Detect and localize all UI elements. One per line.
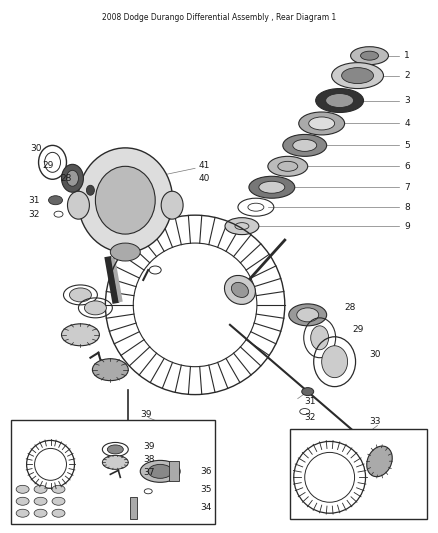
Ellipse shape — [95, 166, 155, 234]
Text: 28: 28 — [60, 174, 72, 183]
Text: 2: 2 — [404, 71, 410, 80]
Ellipse shape — [367, 446, 392, 477]
Text: 2008 Dodge Durango Differential Assembly , Rear Diagram 1: 2008 Dodge Durango Differential Assembly… — [102, 13, 336, 22]
Ellipse shape — [67, 171, 78, 186]
Text: 4: 4 — [404, 119, 410, 128]
Ellipse shape — [107, 445, 124, 454]
Ellipse shape — [52, 486, 65, 493]
Ellipse shape — [231, 282, 248, 297]
Text: 41: 41 — [198, 161, 209, 170]
Text: 31: 31 — [28, 196, 40, 205]
Ellipse shape — [342, 68, 374, 84]
Ellipse shape — [49, 196, 63, 205]
Text: 3: 3 — [404, 96, 410, 105]
Ellipse shape — [67, 191, 89, 219]
Text: 28: 28 — [345, 303, 356, 312]
Ellipse shape — [61, 324, 99, 346]
Text: 31: 31 — [305, 397, 316, 406]
Text: 32: 32 — [305, 413, 316, 422]
Text: 29: 29 — [42, 161, 54, 170]
Text: 30: 30 — [370, 350, 381, 359]
Text: 33: 33 — [370, 417, 381, 426]
Ellipse shape — [61, 164, 83, 192]
Ellipse shape — [92, 359, 128, 381]
Text: 9: 9 — [404, 222, 410, 231]
Ellipse shape — [225, 217, 259, 235]
Text: 39: 39 — [143, 442, 155, 451]
Bar — [169, 462, 179, 481]
Ellipse shape — [34, 497, 47, 505]
Ellipse shape — [289, 304, 327, 326]
Ellipse shape — [34, 486, 47, 493]
Text: 36: 36 — [200, 467, 212, 476]
Ellipse shape — [332, 63, 384, 88]
Text: 32: 32 — [28, 209, 40, 219]
Ellipse shape — [297, 308, 319, 322]
Text: 1: 1 — [404, 51, 410, 60]
Ellipse shape — [140, 461, 180, 482]
Ellipse shape — [161, 191, 183, 219]
Ellipse shape — [350, 47, 389, 64]
Ellipse shape — [360, 51, 378, 60]
Ellipse shape — [299, 112, 345, 135]
Ellipse shape — [259, 181, 285, 193]
Text: 8: 8 — [404, 203, 410, 212]
Ellipse shape — [249, 176, 295, 198]
Text: 6: 6 — [404, 162, 410, 171]
Ellipse shape — [52, 497, 65, 505]
Ellipse shape — [283, 134, 327, 156]
Ellipse shape — [102, 455, 128, 470]
Ellipse shape — [110, 243, 140, 261]
Ellipse shape — [78, 148, 173, 253]
Ellipse shape — [309, 117, 335, 130]
Text: 34: 34 — [200, 503, 212, 512]
Ellipse shape — [16, 509, 29, 517]
Ellipse shape — [321, 346, 348, 378]
Ellipse shape — [16, 486, 29, 493]
Text: 38: 38 — [143, 455, 155, 464]
Text: 40: 40 — [198, 174, 209, 183]
Ellipse shape — [268, 156, 308, 176]
Text: 39: 39 — [140, 410, 152, 419]
Ellipse shape — [148, 464, 172, 478]
Text: 30: 30 — [31, 144, 42, 153]
Ellipse shape — [16, 497, 29, 505]
Bar — [130, 497, 137, 519]
Ellipse shape — [70, 288, 92, 302]
Ellipse shape — [316, 88, 364, 112]
Ellipse shape — [326, 94, 353, 108]
Ellipse shape — [302, 387, 314, 395]
Text: 7: 7 — [404, 183, 410, 192]
Text: 29: 29 — [353, 325, 364, 334]
Ellipse shape — [34, 509, 47, 517]
Ellipse shape — [293, 140, 317, 151]
Ellipse shape — [86, 185, 95, 195]
Text: 35: 35 — [200, 485, 212, 494]
Bar — [11, 419, 215, 524]
Text: 5: 5 — [404, 141, 410, 150]
Ellipse shape — [85, 301, 106, 315]
Bar — [290, 430, 427, 519]
Ellipse shape — [52, 509, 65, 517]
Text: 37: 37 — [143, 468, 155, 477]
Ellipse shape — [311, 326, 328, 350]
Ellipse shape — [224, 276, 255, 304]
